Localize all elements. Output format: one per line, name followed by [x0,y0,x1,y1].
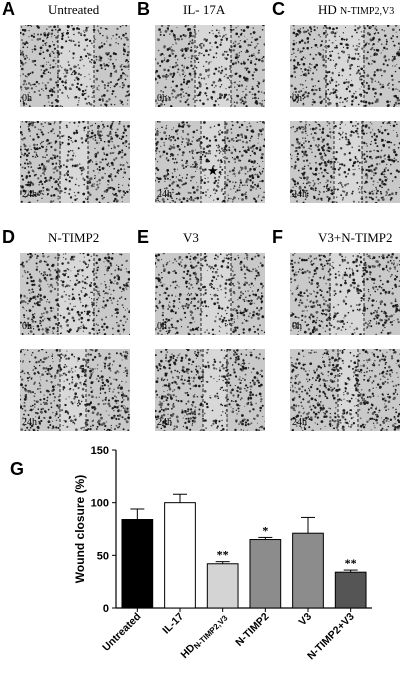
panel-title: V3 [183,230,199,245]
microscopy-image-bottom [20,121,130,203]
bar-1 [164,502,196,609]
time-label-bottom: 24h [22,189,37,200]
microscopy-image-top [290,25,400,107]
panel-letter-f: F [272,227,283,247]
panel-title: HD N-TIMP2,V3 [318,2,395,17]
time-label-top: 0h [22,93,32,104]
time-label-top: 0h [22,321,32,332]
time-label-bottom: 24h [22,417,37,428]
y-tick-label: 0 [103,603,109,615]
panel-title: Untreated [48,2,100,17]
microscopy-image-bottom [290,349,400,431]
panel-title: N-TIMP2 [48,230,100,245]
time-label-top: 0h [292,321,302,332]
y-tick-label: 150 [91,445,109,457]
microscopy-image-top [155,25,265,107]
significance-mark: ** [217,548,229,562]
time-label-bottom: 24h [157,189,172,200]
microscopy-image-top [290,253,400,335]
time-label-bottom: 24h [157,417,172,428]
significance-mark: ** [345,556,357,570]
asterisk-mark: ★ [207,163,219,178]
bar-5 [334,571,367,609]
x-tick-label: IL-17 [160,611,186,637]
bar-4 [292,532,324,609]
wound-closure-chart: G 0 50 100 150 Wound closure (%) Untreated IL-… [10,445,372,662]
y-tick-label: 100 [91,498,109,510]
panel-letter-g: G [10,459,24,479]
bar-3 [249,539,282,609]
y-axis-label: Wound closure (%) [73,475,87,583]
x-tick-label: V3 [297,611,315,629]
panel-letter-c: C [272,0,285,19]
microscopy-image-top [20,253,130,335]
time-label-bottom: 24h [292,189,307,200]
panel-letter-e: E [137,227,150,247]
panel-letter-a: A [2,0,15,19]
time-label-top: 0h [157,321,167,332]
bar-0 [121,519,154,609]
time-label-bottom: 24h [292,417,307,428]
microscopy-image-bottom [20,349,130,431]
microscopy-image-top [155,253,265,335]
time-label-top: 0h [157,93,167,104]
microscopy-image-bottom [155,349,265,431]
x-tick-label: Untreated [100,611,143,654]
bar-2 [206,563,239,609]
panel-title: V3+N-TIMP2 [318,230,393,245]
time-label-top: 0h [292,93,302,104]
microscopy-image-bottom [155,121,265,203]
panel-letter-b: B [137,0,150,19]
panel-letter-d: D [2,227,15,247]
panel-title: IL- 17A [183,2,226,17]
x-tick-label: N-TIMP2 [233,611,271,649]
y-tick-label: 50 [97,550,109,562]
microscopy-image-bottom [290,121,400,203]
significance-mark: * [262,523,268,537]
x-tick-label: HDN-TIMP2,V3 [178,610,229,661]
microscopy-image-top [20,25,130,107]
